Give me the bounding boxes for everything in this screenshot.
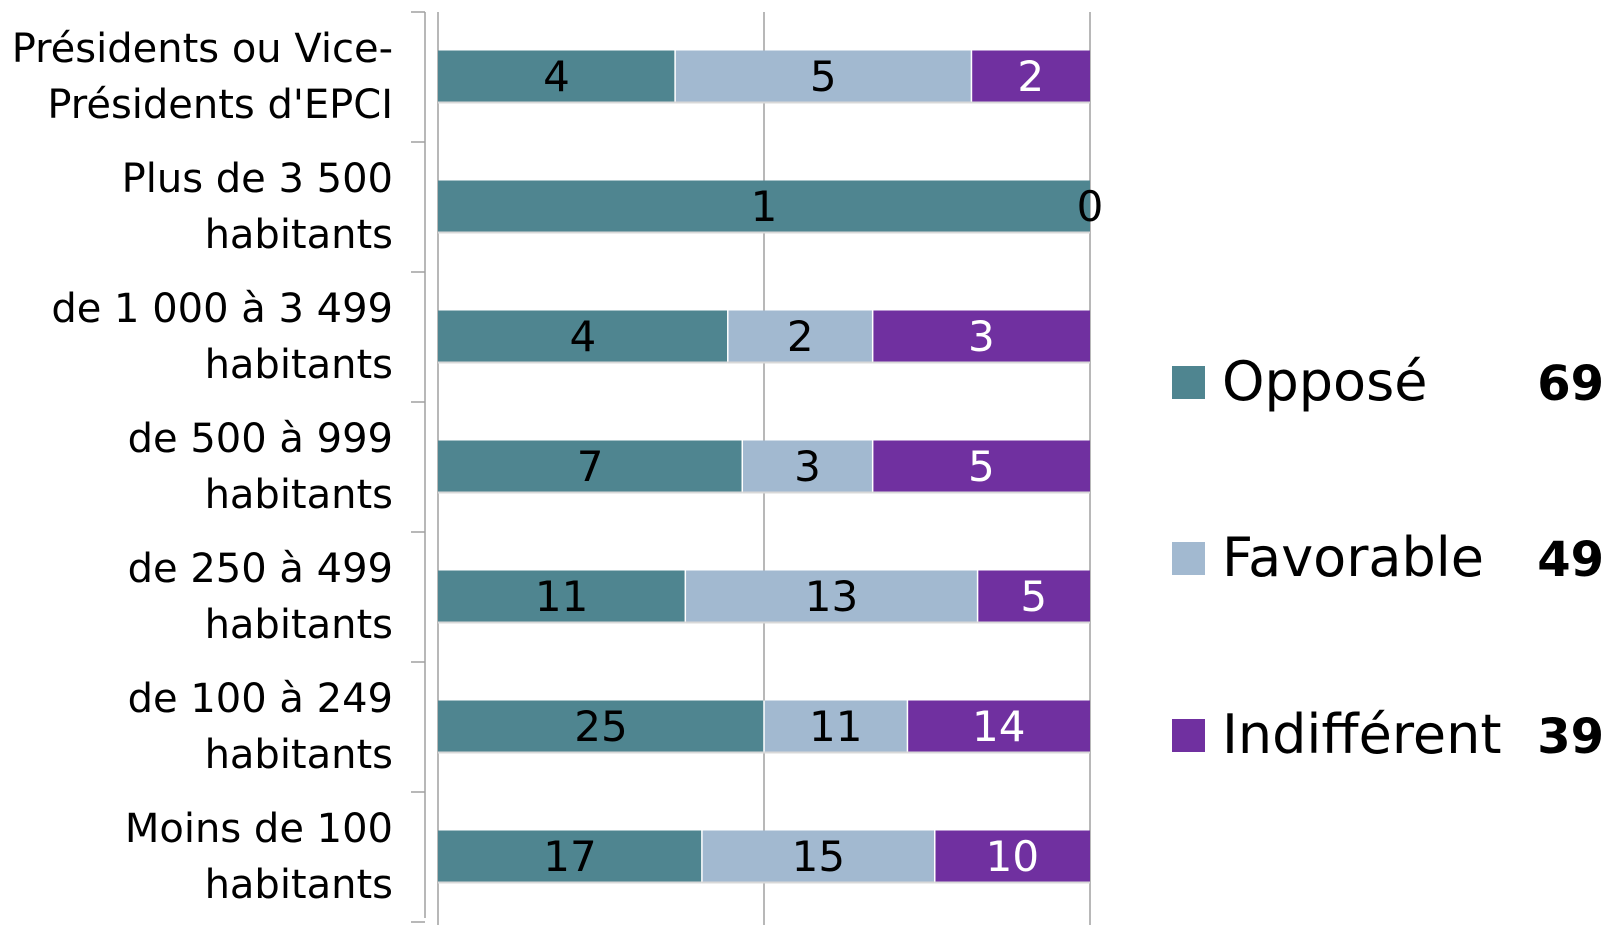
bar-segment [685, 570, 978, 622]
category-label: de 100 à 249 [128, 676, 393, 722]
bar-data-label: 11 [809, 702, 862, 751]
legend-total: 49 [1537, 532, 1604, 588]
category-label: habitants [205, 862, 393, 908]
legend-label: Indifférent [1222, 703, 1502, 766]
category-label: Présidents d'EPCI [47, 82, 393, 128]
bar-data-label: 2 [1017, 52, 1044, 101]
bar-data-label: 0 [1077, 182, 1104, 231]
bar-data-label: 4 [543, 52, 570, 101]
bar-segment [438, 310, 728, 362]
category-label: habitants [205, 472, 393, 518]
bar-data-label: 10 [986, 832, 1039, 881]
category-label: habitants [205, 342, 393, 388]
bar-segment [438, 440, 743, 492]
bar-segment [675, 50, 972, 102]
bar-data-label: 13 [805, 572, 858, 621]
bar-segment [438, 700, 764, 752]
bar-segment [872, 440, 1090, 492]
category-label: habitants [205, 732, 393, 778]
bar-data-label: 11 [535, 572, 588, 621]
bar-data-label: 5 [968, 442, 995, 491]
bar-segment [742, 440, 873, 492]
category-label: de 1 000 à 3 499 [51, 286, 393, 332]
category-label: Plus de 3 500 [122, 156, 393, 202]
category-label: de 500 à 999 [128, 416, 393, 462]
category-label-layer: Présidents ou Vice- Présidents d'EPCI Plus… [12, 26, 393, 908]
category-label: Moins de 100 [125, 806, 393, 852]
legend-swatch [1172, 366, 1205, 399]
bar-segment [701, 830, 935, 882]
bar-segment [727, 310, 873, 362]
category-label: habitants [205, 212, 393, 258]
category-label: de 250 à 499 [128, 546, 393, 592]
bar-data-label: 5 [810, 52, 837, 101]
legend-label: Opposé [1222, 350, 1427, 413]
bar-data-label: 3 [968, 312, 995, 361]
bar-data-label: 2 [787, 312, 814, 361]
legend-swatch [1172, 719, 1205, 752]
bar-segment [438, 180, 1090, 232]
bar-data-label: 1 [751, 182, 778, 231]
bar-segment [438, 570, 686, 622]
bar-segment [438, 50, 676, 102]
bar-data-label: 5 [1020, 572, 1047, 621]
bar-segment [872, 310, 1090, 362]
legend-total: 69 [1537, 356, 1604, 412]
bar-data-label: 17 [543, 832, 596, 881]
bar-segment [971, 50, 1090, 102]
bar-segment [934, 830, 1090, 882]
bar-layer [438, 50, 1090, 884]
bar-data-label: 14 [972, 702, 1025, 751]
bar-data-label: 3 [794, 442, 821, 491]
bar-data-label: 7 [577, 442, 604, 491]
bar-data-label: 15 [792, 832, 845, 881]
legend: Opposé 69 Favorable 49 Indifférent 39 [1172, 350, 1604, 766]
bar-segment [977, 570, 1090, 622]
bar-segment [764, 700, 908, 752]
bar-segment [438, 830, 702, 882]
bar-data-label: 4 [570, 312, 597, 361]
legend-label: Favorable [1222, 526, 1484, 589]
legend-swatch [1172, 542, 1205, 575]
category-label: habitants [205, 602, 393, 648]
bar-data-label: 25 [574, 702, 627, 751]
bar-segment [907, 700, 1090, 752]
category-label: Présidents ou Vice- [12, 26, 393, 72]
legend-total: 39 [1537, 709, 1604, 765]
